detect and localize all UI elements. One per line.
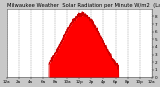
Text: Milwaukee Weather  Solar Radiation per Minute W/m2  (Last 24 Hours): Milwaukee Weather Solar Radiation per Mi… xyxy=(7,3,160,8)
